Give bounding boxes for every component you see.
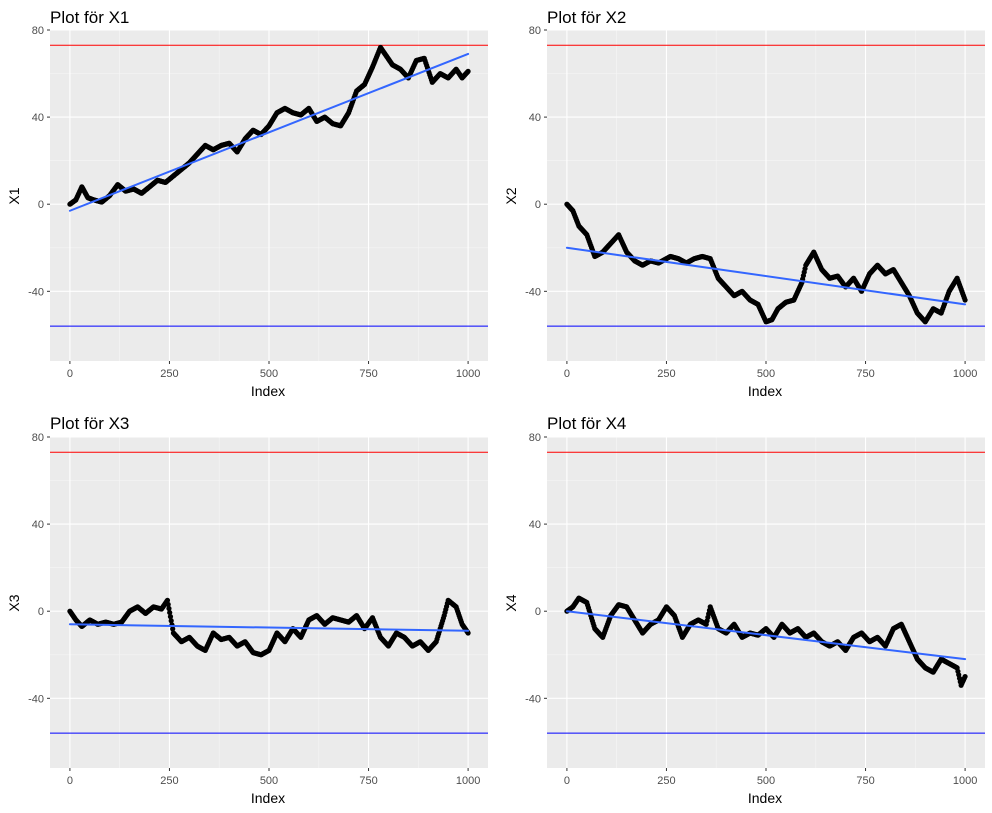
x-tick-label: 0 xyxy=(564,775,570,787)
panel-x4: 0 250 500 750 1000 -40 0 40 80 Plot för X4 Index… xyxy=(503,414,985,806)
x-tick-label: 0 xyxy=(67,368,73,380)
y-axis-title: X1 xyxy=(6,187,22,204)
y-tick-label: 80 xyxy=(32,25,44,37)
trend-line xyxy=(68,52,470,212)
plot-area: 0 250 500 750 1000 -40 0 40 80 xyxy=(28,432,488,787)
y-tick-label: -40 xyxy=(525,693,541,705)
y-tick-label: 0 xyxy=(535,606,541,618)
y-tick-label: -40 xyxy=(28,693,44,705)
plot-area: 0 250 500 750 1000 -40 0 40 80 xyxy=(525,432,985,787)
panel-title: Plot för X2 xyxy=(547,8,626,27)
y-axis-title: X3 xyxy=(6,594,22,611)
data-points xyxy=(564,201,968,325)
y-tick-label: 40 xyxy=(529,112,541,124)
x-tick-label: 500 xyxy=(260,368,278,380)
y-tick-label: 40 xyxy=(529,519,541,531)
x-tick-label: 250 xyxy=(657,368,675,380)
data-point xyxy=(167,614,174,620)
y-tick-label: 0 xyxy=(38,606,44,618)
data-points xyxy=(67,44,471,207)
data-point xyxy=(167,609,173,616)
x-tick-label: 500 xyxy=(757,368,775,380)
x-axis-title: Index xyxy=(251,383,285,399)
y-tick-label: 80 xyxy=(529,25,541,37)
x-tick-label: 750 xyxy=(359,368,377,380)
data-point xyxy=(465,68,471,74)
x-tick-label: 500 xyxy=(260,775,278,787)
data-points xyxy=(67,597,471,658)
y-tick-label: 0 xyxy=(38,199,44,211)
y-axis-title: X4 xyxy=(503,594,519,611)
data-point xyxy=(165,601,171,608)
data-point xyxy=(962,673,968,680)
plot-area: 0 250 500 750 1000 -40 0 40 80 xyxy=(28,25,488,380)
data-point xyxy=(164,597,171,603)
x-axis-title: Index xyxy=(251,790,285,806)
x-tick-label: 750 xyxy=(856,368,874,380)
data-point xyxy=(166,605,172,612)
y-tick-label: -40 xyxy=(28,286,44,298)
panel-x2: 0 250 500 750 1000 -40 0 40 80 Plot för X2 Index… xyxy=(503,8,985,399)
x-tick-label: 1000 xyxy=(456,775,480,787)
x-tick-label: 250 xyxy=(160,775,178,787)
panel-title: Plot för X4 xyxy=(547,414,626,433)
x-tick-label: 250 xyxy=(657,775,675,787)
x-tick-label: 500 xyxy=(757,775,775,787)
panel-x3: 0 250 500 750 1000 -40 0 40 80 Plot för X3 Index… xyxy=(6,414,488,806)
y-tick-label: 80 xyxy=(32,432,44,444)
x-tick-label: 0 xyxy=(67,775,73,787)
data-point xyxy=(168,618,174,624)
x-tick-label: 750 xyxy=(359,775,377,787)
data-point xyxy=(170,626,176,632)
trend-line xyxy=(565,246,967,306)
y-tick-label: 40 xyxy=(32,519,44,531)
x-tick-label: 1000 xyxy=(953,368,977,380)
panel-title: Plot för X1 xyxy=(50,8,129,27)
trend-line xyxy=(565,610,967,661)
x-tick-label: 750 xyxy=(856,775,874,787)
y-tick-label: 0 xyxy=(535,199,541,211)
panel-x1: 0 250 500 750 1000 -40 0 40 80 Plot för X1 Index… xyxy=(6,8,488,399)
x-axis-title: Index xyxy=(748,383,782,399)
x-tick-label: 250 xyxy=(160,368,178,380)
plot-area: 0 250 500 750 1000 -40 0 40 80 xyxy=(525,25,985,380)
y-axis-title: X2 xyxy=(503,187,519,204)
panel-title: Plot för X3 xyxy=(50,414,129,433)
data-point xyxy=(962,297,968,303)
x-axis-title: Index xyxy=(748,790,782,806)
y-tick-label: -40 xyxy=(525,286,541,298)
x-tick-label: 1000 xyxy=(456,368,480,380)
y-tick-label: 40 xyxy=(32,112,44,124)
trend-line xyxy=(68,623,470,632)
x-tick-label: 0 xyxy=(564,368,570,380)
y-tick-label: 80 xyxy=(529,432,541,444)
x-tick-label: 1000 xyxy=(953,775,977,787)
